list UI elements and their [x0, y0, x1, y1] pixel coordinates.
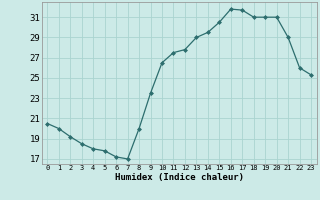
- X-axis label: Humidex (Indice chaleur): Humidex (Indice chaleur): [115, 173, 244, 182]
